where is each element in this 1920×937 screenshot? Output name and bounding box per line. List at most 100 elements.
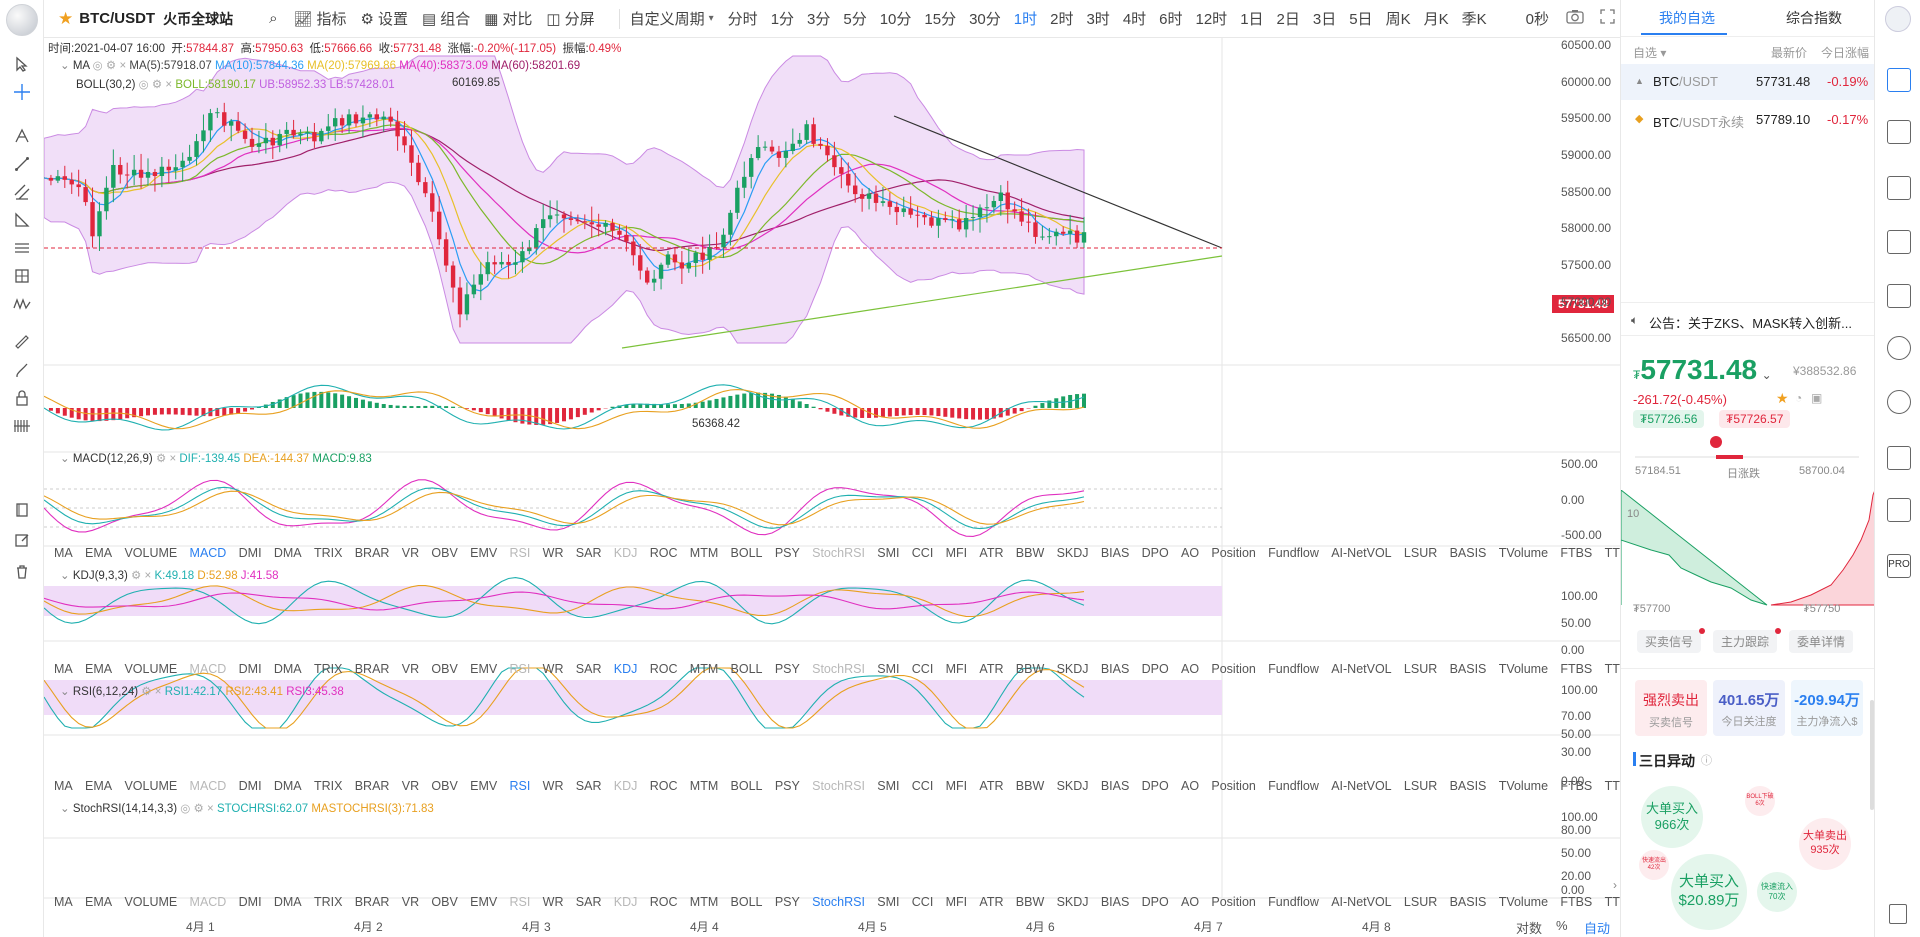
indicator-tab[interactable]: KDJ	[613, 779, 638, 793]
collapse-chevron-icon[interactable]: ⌄	[60, 453, 70, 465]
indicator-tab[interactable]: CCI	[911, 662, 934, 676]
indicator-tab[interactable]: DMI	[238, 662, 262, 676]
period-15[interactable]: 3日	[1312, 11, 1337, 28]
period-8[interactable]: 2时	[1050, 11, 1074, 28]
period-4[interactable]: 10分	[879, 11, 912, 28]
compare-button[interactable]: ▦ 对比	[484, 10, 533, 29]
indicator-tab[interactable]: EMA	[85, 895, 113, 909]
indicator-tab[interactable]: StochRSI	[812, 546, 865, 560]
period-1[interactable]: 1分	[770, 11, 795, 28]
indicator-tab[interactable]: BBW	[1015, 895, 1045, 909]
indicator-tab[interactable]: LSUR	[1403, 546, 1438, 560]
indicator-button[interactable]: 📈︎ 指标	[293, 10, 347, 29]
info-icon[interactable]: ⓘ	[1701, 755, 1712, 767]
close-icon[interactable]: ×	[165, 79, 173, 91]
percent-scale-toggle[interactable]: %	[1556, 918, 1568, 933]
cursor-arrow-icon[interactable]	[8, 52, 36, 76]
indicator-tab[interactable]: MACD	[189, 662, 227, 676]
indicator-tab[interactable]: VR	[401, 895, 420, 909]
indicator-tab[interactable]: MA	[54, 662, 73, 676]
indicator-tab[interactable]: TRIX	[313, 895, 343, 909]
indicator-tab[interactable]: RSI	[509, 662, 531, 676]
settings-icon[interactable]: ⚙	[151, 79, 163, 91]
indicator-tab[interactable]: BIAS	[1100, 779, 1130, 793]
crosshair-icon[interactable]	[8, 80, 36, 104]
indicator-tab[interactable]: CCI	[911, 779, 934, 793]
indicator-tab[interactable]: MA	[54, 546, 73, 560]
indicator-tab[interactable]: DMI	[238, 895, 262, 909]
indicator-tab[interactable]: BOLL	[730, 895, 763, 909]
magnet-icon[interactable]	[8, 414, 36, 438]
settings-icon[interactable]: ⚙	[155, 453, 167, 465]
indicator-tab[interactable]: AI-NetVOL	[1331, 662, 1392, 676]
indicator-tab[interactable]: WR	[542, 895, 564, 909]
symbol-title[interactable]: BTC/USDT	[79, 10, 156, 27]
trend-line-icon[interactable]	[8, 152, 36, 176]
indicator-tab[interactable]: BIAS	[1100, 895, 1130, 909]
indicator-tab[interactable]: SAR	[575, 779, 602, 793]
chevron-down-icon[interactable]: ▾	[708, 13, 714, 24]
auto-scale-toggle[interactable]: 自动	[1584, 921, 1611, 936]
indicator-tab[interactable]: KDJ	[613, 546, 638, 560]
indicator-tab[interactable]: LSUR	[1403, 662, 1438, 676]
bubble-item[interactable]: 快速流入 70次	[1757, 872, 1797, 912]
indicator-tab[interactable]: MACD	[189, 546, 227, 560]
eye-icon[interactable]: ◎	[138, 79, 149, 91]
indicator-tab[interactable]: KDJ	[613, 662, 638, 676]
indicator-tab[interactable]: MFI	[945, 779, 968, 793]
period-6[interactable]: 30分	[969, 11, 1001, 28]
bar-stats-nav-icon[interactable]	[1887, 230, 1911, 254]
indicator-tab[interactable]: EMV	[470, 779, 498, 793]
indicator-tab[interactable]: PSY	[774, 779, 800, 793]
period-5[interactable]: 15分	[924, 11, 957, 28]
indicator-tab[interactable]: PSY	[774, 546, 800, 560]
indicator-tab[interactable]: Position	[1211, 895, 1256, 909]
search-icon[interactable]: ⌕	[269, 10, 278, 27]
indicator-tab[interactable]: LSUR	[1403, 779, 1438, 793]
indicator-tab[interactable]: DPO	[1141, 546, 1169, 560]
settings-icon[interactable]: ⚙	[105, 60, 117, 72]
bid-pill[interactable]: ₮57726.56	[1633, 410, 1705, 428]
horizontal-lines-icon[interactable]	[8, 236, 36, 260]
lock-icon[interactable]	[8, 386, 36, 410]
bubble-item[interactable]: 大单卖出 935次	[1799, 818, 1851, 870]
indicator-tab[interactable]: StochRSI	[812, 779, 865, 793]
indicator-tab[interactable]: BRAR	[354, 895, 390, 909]
period-11[interactable]: 6时	[1159, 11, 1183, 28]
indicator-tab[interactable]: SMI	[877, 546, 900, 560]
indicator-tab[interactable]: ATR	[979, 546, 1004, 560]
indicator-tab[interactable]: Fundflow	[1268, 546, 1319, 560]
tab-composite-index[interactable]: 综合指数	[1786, 10, 1842, 26]
indicator-tab[interactable]: ROC	[649, 546, 678, 560]
indicator-tab[interactable]: ROC	[649, 662, 678, 676]
indicator-tab[interactable]: SMI	[877, 895, 900, 909]
indicator-tab[interactable]: BASIS	[1449, 779, 1487, 793]
indicator-tab[interactable]: DMI	[238, 779, 262, 793]
pro-nav-icon[interactable]: PRO	[1887, 554, 1911, 578]
period-17[interactable]: 周K	[1385, 11, 1411, 28]
period-3[interactable]: 5分	[843, 11, 867, 28]
period-16[interactable]: 5日	[1349, 11, 1373, 28]
eye-icon[interactable]: ◎	[180, 803, 191, 815]
indicator-tab[interactable]: TVolume	[1498, 895, 1549, 909]
panel-collapse-chevron-icon[interactable]: ›	[1613, 878, 1617, 892]
indicator-tab[interactable]: SAR	[575, 546, 602, 560]
bubble-item[interactable]: BOLL下破 6次	[1745, 786, 1775, 816]
collapse-chevron-icon[interactable]: ⌄	[60, 803, 70, 815]
watchlist-nav-icon[interactable]	[1887, 68, 1911, 92]
indicator-tab[interactable]: FTBS	[1560, 779, 1593, 793]
indicator-tab[interactable]: TVolume	[1498, 662, 1549, 676]
indicator-tab[interactable]: MFI	[945, 546, 968, 560]
indicator-tab[interactable]: DPO	[1141, 779, 1169, 793]
close-icon[interactable]: ×	[119, 60, 127, 72]
period-10[interactable]: 4时	[1122, 11, 1147, 28]
indicator-tab[interactable]: TRIX	[313, 546, 343, 560]
indicator-tab[interactable]: AO	[1181, 546, 1200, 560]
period-0[interactable]: 分时	[727, 11, 758, 28]
indicator-tab[interactable]: CCI	[911, 546, 934, 560]
indicator-tab[interactable]: AI-NetVOL	[1331, 546, 1392, 560]
indicator-tab[interactable]: Fundflow	[1268, 662, 1319, 676]
indicator-tab[interactable]: SMI	[877, 779, 900, 793]
close-icon[interactable]: ×	[154, 686, 162, 698]
indicator-tab[interactable]: Position	[1211, 546, 1256, 560]
